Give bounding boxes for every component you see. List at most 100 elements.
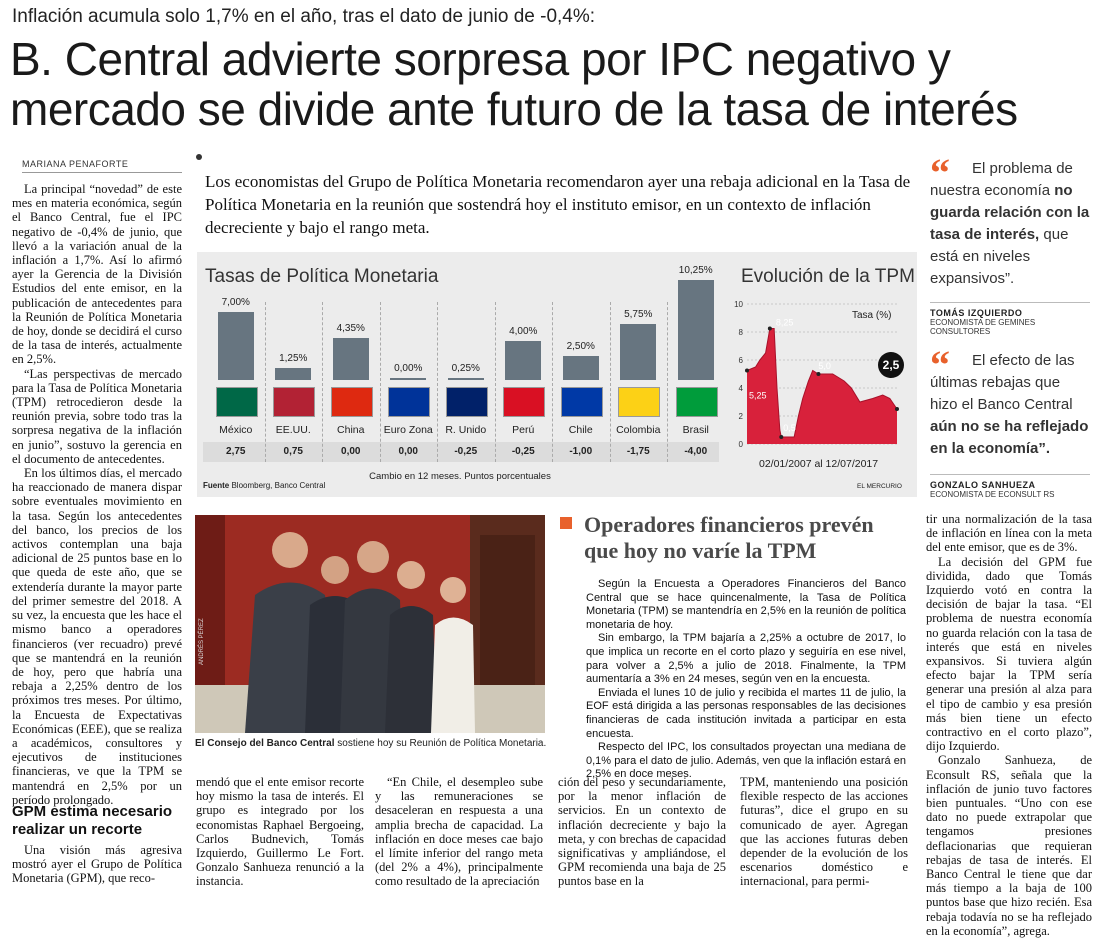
photo-caption-text: sostiene hoy su Reunión de Política Mone… xyxy=(334,738,547,749)
box-body: Según la Encuesta a Operadores Financier… xyxy=(586,578,906,782)
flag-brasil-icon xyxy=(675,387,718,417)
tpm-current-badge xyxy=(878,352,904,378)
flag-eurozona-icon xyxy=(388,387,431,417)
country-label: Euro Zona xyxy=(383,424,433,436)
bar-value-label: 0,25% xyxy=(451,362,480,374)
change-value: -4,00 xyxy=(684,446,708,457)
tpm-point xyxy=(816,372,821,376)
y-tick-label: 2 xyxy=(739,412,744,421)
quote-author: TOMÁS IZQUIERDO xyxy=(930,308,1023,318)
paragraph: tir una normalización de la tasa de infl… xyxy=(926,512,1092,555)
quote-author-role: ECONOMISTA DE ECONSULT RS xyxy=(930,490,1055,499)
country-label: EE.UU. xyxy=(275,424,311,436)
column-left: La principal “novedad” de este mes en ma… xyxy=(12,182,182,807)
source-label: Fuente xyxy=(203,481,230,490)
paragraph: mendó que el ente emisor recorte hoy mis… xyxy=(196,775,364,889)
chart-credit: EL MERCURIO xyxy=(857,483,902,490)
country-label: México xyxy=(219,424,253,436)
paragraph: Respecto del IPC, los consultados proyec… xyxy=(586,741,906,781)
country-label: Perú xyxy=(512,424,535,436)
column-separator xyxy=(667,302,668,462)
bar-runido xyxy=(447,377,484,380)
quote-author-role: ECONOMISTA DE GEMINES CONSULTORES xyxy=(930,318,1036,336)
bar-per xyxy=(505,340,542,380)
column-right: tir una normalización de la tasa de infl… xyxy=(926,512,1092,938)
bar-colombia xyxy=(620,323,657,380)
tpm-area xyxy=(747,328,897,444)
quote-mark-icon: “ xyxy=(930,342,950,387)
photo-caption-bold: El Consejo del Banco Central xyxy=(195,738,335,749)
column-bottom-1: mendó que el ente emisor recorte hoy mis… xyxy=(196,775,364,889)
council-photo-illustration xyxy=(195,515,545,733)
column-separator xyxy=(379,302,381,462)
bar-value-label: 2,50% xyxy=(566,340,595,352)
column-separator xyxy=(494,302,496,462)
tpm-annotation: 8,25 xyxy=(776,318,794,328)
flag-colombia-icon xyxy=(618,387,661,417)
lead-paragraph: Los economistas del Grupo de Política Mo… xyxy=(205,172,911,237)
paragraph: Gonzalo Sanhueza, de Econsult RS, señala… xyxy=(926,753,1092,938)
y-tick-label: 6 xyxy=(739,356,744,365)
country-label: China xyxy=(337,424,365,436)
change-value: 0,75 xyxy=(283,446,303,457)
tpm-annotation: 0,5 xyxy=(783,423,796,433)
quote-text: El problema de nuestra economía no guard… xyxy=(930,158,1090,290)
bar-chart-title: Tasas de Política Monetaria xyxy=(205,266,439,287)
bar-eeuu xyxy=(275,367,312,380)
flag-chile-icon xyxy=(560,387,603,417)
paragraph: “En Chile, el desempleo sube y las remun… xyxy=(375,775,543,889)
bar-chart: 7,00% México 2,75 1,25% EE.UU. 0,75 4,35% China… xyxy=(197,252,727,497)
paragraph: La decisión del GPM fue dividida, dado q… xyxy=(926,554,1092,754)
quote-text-post: que está en niveles expansivos”. xyxy=(930,226,1069,287)
column-bottom-3: ción del peso y secundariamente, por la … xyxy=(558,775,726,889)
tpm-line xyxy=(746,328,898,438)
tpm-current-value: 2,5 xyxy=(883,358,900,372)
flag-eeuu-icon xyxy=(273,387,316,417)
tpm-annotation: 5,25 xyxy=(749,391,767,401)
quote-mark-icon: “ xyxy=(930,150,950,195)
column-bottom-4: TPM, manteniendo una posición flexible r… xyxy=(740,775,908,889)
country-label: Chile xyxy=(568,424,593,436)
gpm-text: Una visión más agresiva mostró ayer el G… xyxy=(12,843,182,886)
quote-box-2: “ El efecto de las últimas rebajas que h… xyxy=(930,342,1090,499)
bar-value-label: 7,00% xyxy=(221,296,250,308)
photo-caption: El Consejo del Banco Central sostiene ho… xyxy=(195,738,555,749)
tpm-range: 02/01/2007 al 12/07/2017 xyxy=(759,458,879,470)
column-separator xyxy=(552,302,553,462)
tpm-point xyxy=(767,326,772,331)
country-label: Colombia xyxy=(616,424,661,436)
source-text: Bloomberg, Banco Central xyxy=(231,481,326,490)
lead-bullet xyxy=(196,154,202,160)
paragraph: Sin embargo, la TPM bajaría a 2,25% a oc… xyxy=(586,632,906,686)
quote-author: GONZALO SANHUEZA xyxy=(930,480,1036,490)
change-value: 0,00 xyxy=(341,446,361,457)
change-row xyxy=(203,442,719,462)
quote-text-pre: El problema de nuestra economía xyxy=(930,160,1073,199)
change-value: -0,25 xyxy=(454,446,478,457)
bar-value-label: 10,25% xyxy=(678,265,713,276)
bar-mxico xyxy=(217,311,254,380)
quote-text: El efecto de las últimas rebajas que hiz… xyxy=(930,350,1090,460)
flag-per-icon xyxy=(503,387,546,417)
quote-text-pre: El efecto de las últimas rebajas que hiz… xyxy=(930,352,1075,413)
paragraph: Según la Encuesta a Operadores Financier… xyxy=(586,578,906,631)
bar-value-label: 0,00% xyxy=(394,363,423,374)
box-title: Operadores financieros prevén que hoy no… xyxy=(584,512,874,563)
y-tick-label: 0 xyxy=(739,440,744,449)
box-square-icon xyxy=(560,517,572,529)
column-separator xyxy=(264,302,266,462)
quote-text-bold: no guarda relación con la tasa de interé… xyxy=(930,182,1090,243)
byline: MARIANA PENAFORTE xyxy=(22,159,129,169)
flag-runido-icon xyxy=(445,387,488,417)
tpm-area-chart: 10 8 6 4 2 0 5,25 8,25 0,5 5,0 2,5 xyxy=(734,300,904,449)
column-bottom-2: “En Chile, el desempleo sube y las remun… xyxy=(375,775,543,889)
bar-value-label: 4,00% xyxy=(509,325,538,337)
bar-brasil xyxy=(677,280,714,380)
country-label: Brasil xyxy=(682,424,709,436)
tpm-ylabel: Tasa (%) xyxy=(852,310,892,321)
change-caption: Cambio en 12 meses. Puntos porcentuales xyxy=(369,471,551,482)
y-tick-label: 8 xyxy=(739,328,744,337)
gpm-subhead: GPM estima necesario realizar un recorte xyxy=(12,803,173,838)
change-value: -0,25 xyxy=(511,446,535,457)
bar-value-label: 1,25% xyxy=(279,352,308,364)
